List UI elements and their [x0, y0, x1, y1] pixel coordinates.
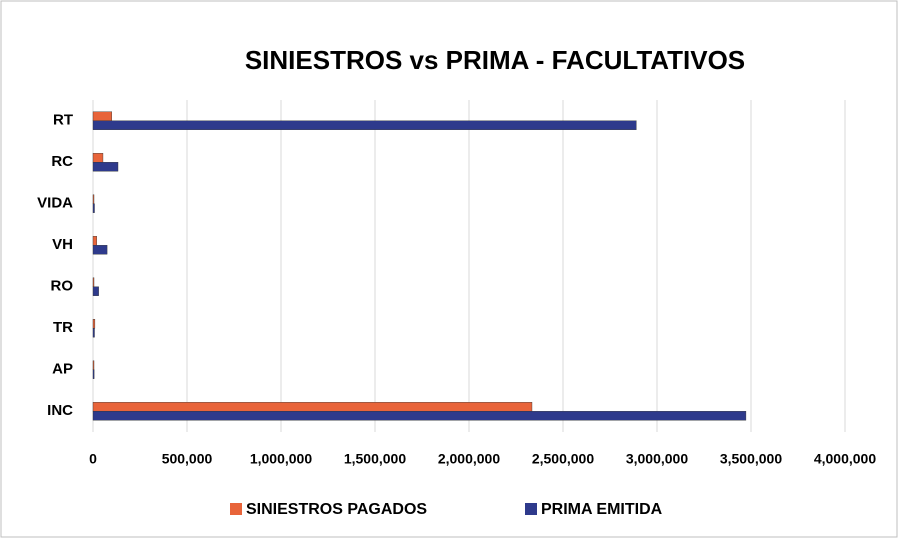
- bar: [92, 203, 95, 213]
- x-tick-label: 1,500,000: [344, 451, 406, 467]
- x-tick-label: 2,500,000: [532, 451, 594, 467]
- bar: [92, 328, 95, 338]
- bar: [92, 277, 95, 287]
- bar: [92, 319, 96, 329]
- y-tick-label: AP: [52, 361, 73, 378]
- bar: [92, 111, 112, 121]
- bar: [92, 402, 533, 412]
- x-tick-label: 2,000,000: [438, 451, 500, 467]
- x-tick-label: 3,500,000: [720, 451, 782, 467]
- y-tick-label: VIDA: [37, 195, 73, 212]
- legend-label: SINIESTROS PAGADOS: [246, 501, 427, 518]
- bar: [92, 286, 99, 296]
- legend-swatch: [525, 503, 537, 515]
- x-tick-label: 3,000,000: [626, 451, 688, 467]
- legend-label: PRIMA EMITIDA: [541, 501, 663, 518]
- bar: [92, 411, 747, 421]
- y-tick-label: VH: [52, 236, 73, 253]
- y-tick-label: RO: [51, 278, 74, 295]
- bar: [92, 162, 119, 172]
- y-tick-label: RC: [51, 153, 73, 170]
- bar: [92, 120, 637, 130]
- x-tick-label: 500,000: [162, 451, 213, 467]
- x-tick-label: 4,000,000: [814, 451, 876, 467]
- bar: [92, 236, 97, 246]
- y-tick-label: RT: [53, 112, 73, 129]
- bar: [92, 245, 108, 255]
- y-tick-label: TR: [53, 319, 73, 336]
- bar: [92, 369, 95, 379]
- chart-title: SINIESTROS vs PRIMA - FACULTATIVOS: [245, 45, 745, 75]
- y-tick-label: INC: [47, 402, 73, 419]
- bar: [92, 194, 95, 204]
- x-tick-label: 1,000,000: [250, 451, 312, 467]
- bar: [92, 153, 104, 163]
- legend-swatch: [230, 503, 242, 515]
- x-tick-label: 0: [89, 451, 97, 467]
- bar: [92, 360, 95, 370]
